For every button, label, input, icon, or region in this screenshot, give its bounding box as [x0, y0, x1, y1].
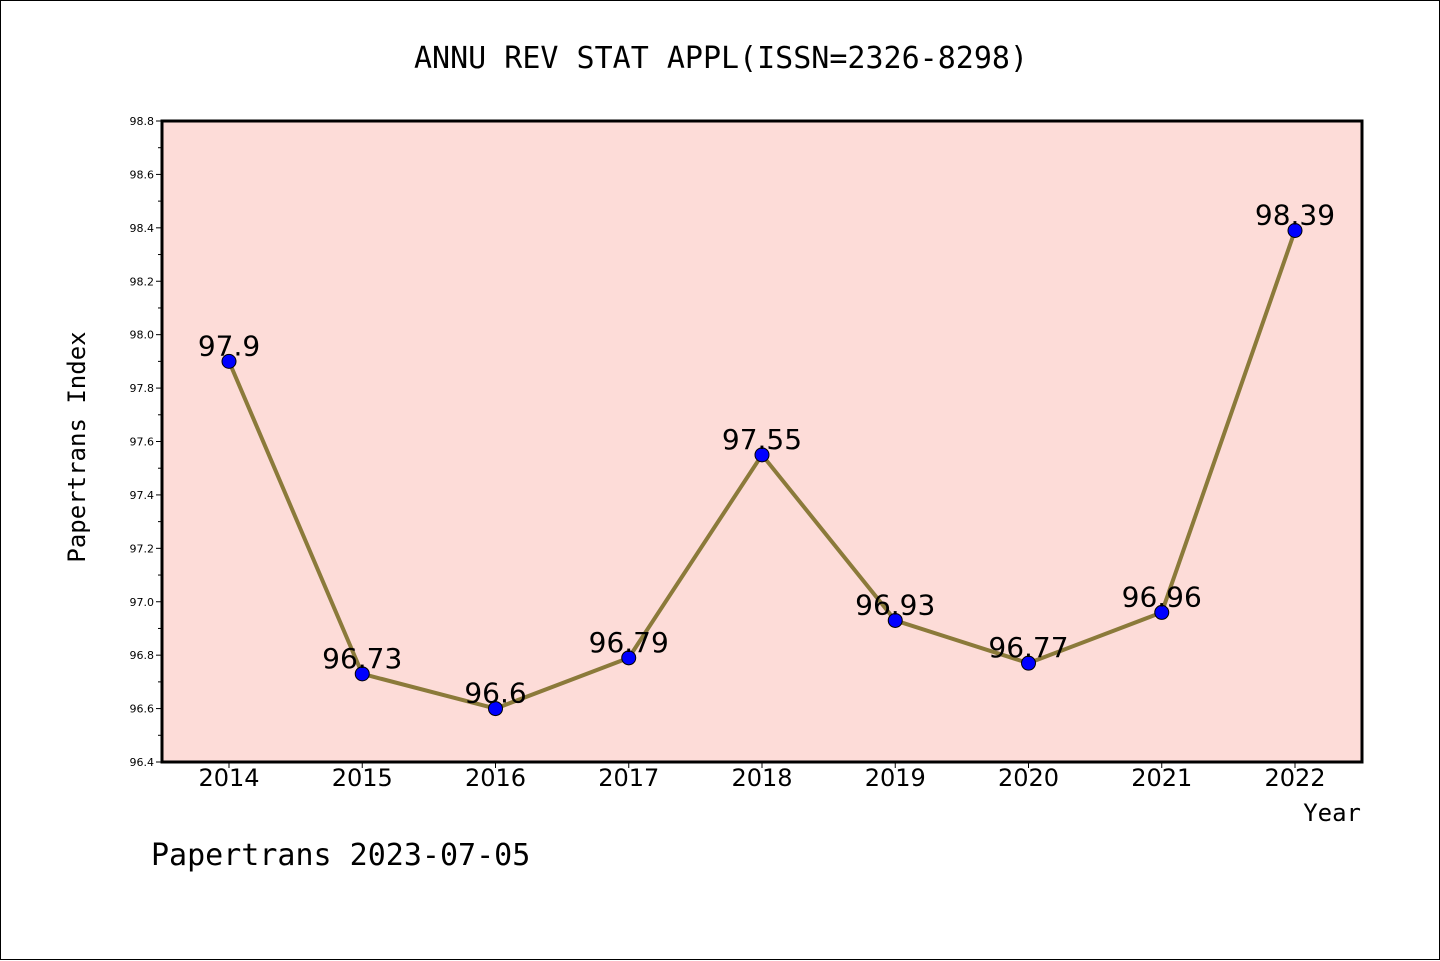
data-label: 96.73	[322, 642, 402, 675]
data-point-marker	[621, 650, 637, 666]
x-axis-label: Year	[1303, 799, 1361, 827]
y-axis: 96.4 96.6 96.8 97.0 97.2 97.4 97.6 97.8 98.0 98.2…	[130, 115, 162, 769]
data-label: 97.55	[722, 423, 802, 456]
x-tick-label: 2019	[865, 764, 926, 792]
x-tick-label: 2020	[998, 764, 1059, 792]
data-point-marker	[754, 447, 770, 463]
y-tick-label: 96.6	[130, 703, 155, 716]
data-point-marker	[488, 701, 503, 717]
data-label: 96.79	[589, 626, 669, 659]
x-tick-label: 2022	[1264, 764, 1325, 792]
data-point-marker	[1021, 655, 1036, 671]
data-point-marker	[354, 666, 370, 682]
y-axis-label: Papertrans Index	[63, 331, 91, 562]
y-tick-label: 96.8	[130, 649, 155, 662]
y-tick-label: 96.4	[130, 756, 155, 769]
chart-title: ANNU REV STAT APPL(ISSN=2326-8298)	[414, 41, 1028, 76]
plot-area	[160, 119, 1364, 764]
x-tick-label: 2017	[598, 764, 659, 792]
data-point-marker	[887, 612, 903, 628]
x-tick-label: 2014	[198, 764, 259, 792]
data-point-marker	[1154, 604, 1170, 620]
y-tick-label: 97.6	[130, 436, 155, 449]
data-label: 96.6	[464, 677, 526, 710]
y-tick-label: 98.2	[130, 275, 155, 288]
y-tick-label: 97.4	[130, 489, 155, 502]
data-point-marker	[1287, 223, 1303, 239]
y-tick-label: 98.4	[130, 222, 155, 235]
x-tick-label: 2016	[465, 764, 526, 792]
x-axis: 2014 2015 2016 2017 2018 2019 2020 2021 2022	[198, 762, 1326, 792]
y-tick-label: 97.8	[130, 382, 155, 395]
y-tick-label: 97.0	[130, 596, 155, 609]
data-label: 96.93	[855, 588, 935, 621]
x-tick-label: 2018	[731, 764, 792, 792]
data-label: 97.9	[198, 329, 260, 362]
footer-text: Papertrans 2023-07-05	[151, 838, 530, 873]
y-tick-label: 97.2	[130, 542, 155, 555]
y-tick-label: 98.0	[130, 329, 155, 342]
x-tick-label: 2015	[332, 764, 393, 792]
series-group	[221, 223, 1303, 717]
data-point-marker	[221, 353, 237, 369]
data-label: 96.96	[1122, 580, 1202, 613]
data-label: 98.39	[1255, 199, 1335, 232]
x-tick-label: 2021	[1131, 764, 1192, 792]
y-tick-label: 98.6	[130, 168, 155, 181]
data-label: 96.77	[988, 631, 1068, 664]
y-tick-label: 98.8	[130, 115, 155, 128]
data-labels-group: 97.9 96.73 96.6 96.79 97.55 96.93 96.77 96.96 98…	[198, 199, 1335, 710]
